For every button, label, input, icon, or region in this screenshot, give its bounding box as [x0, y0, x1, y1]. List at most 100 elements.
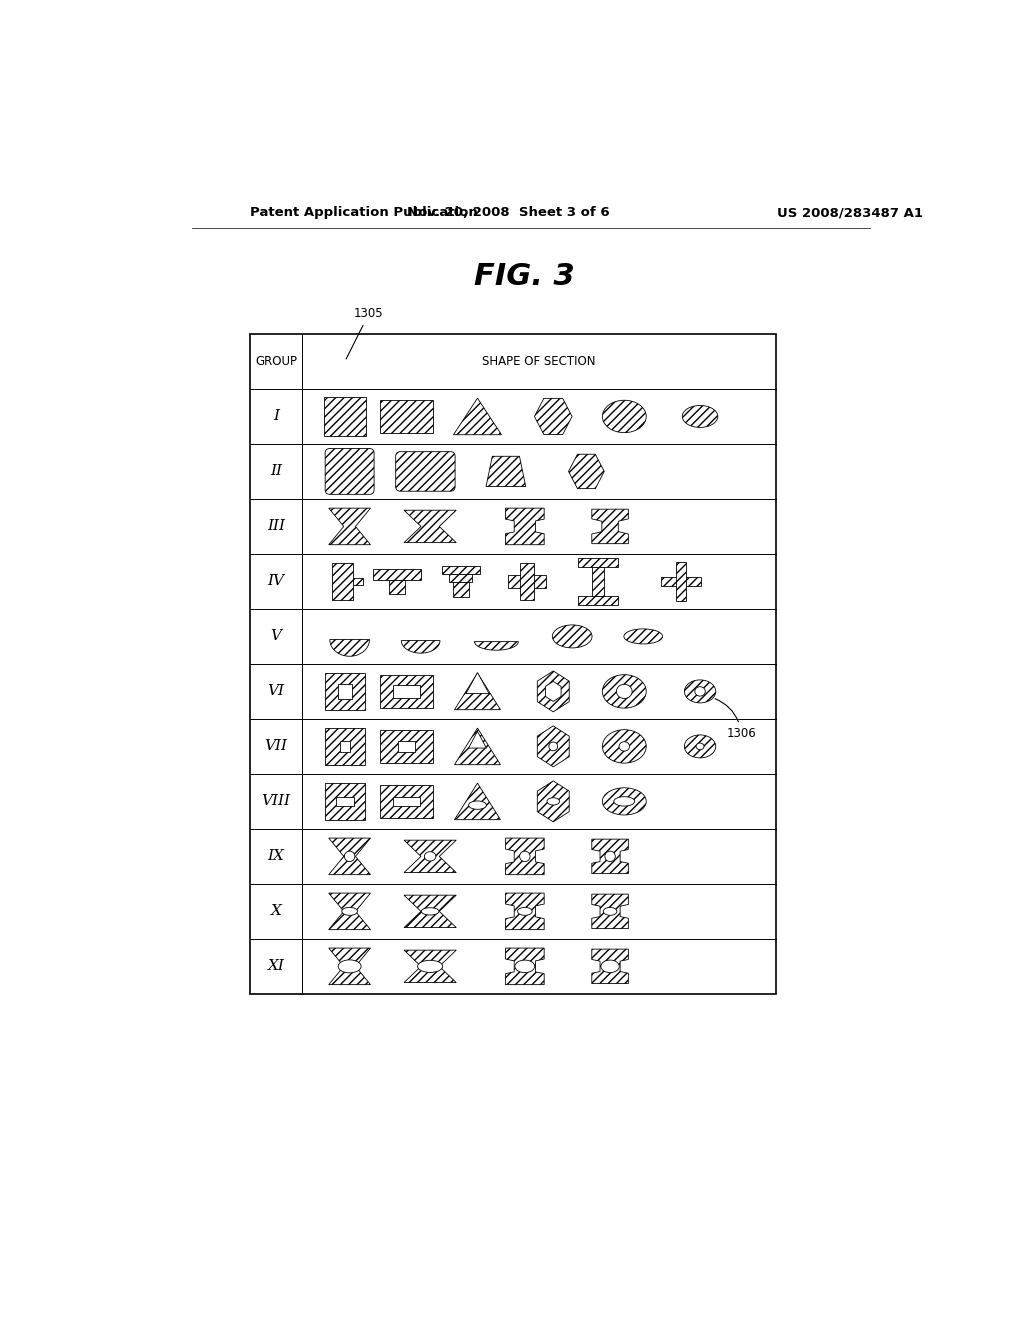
Text: X: X — [270, 904, 282, 919]
Polygon shape — [404, 511, 457, 543]
Ellipse shape — [547, 797, 559, 805]
Text: FIG. 3: FIG. 3 — [474, 263, 575, 292]
Polygon shape — [546, 681, 561, 701]
Ellipse shape — [421, 908, 439, 915]
Polygon shape — [677, 561, 686, 602]
Polygon shape — [329, 508, 371, 545]
Polygon shape — [389, 581, 404, 594]
Ellipse shape — [682, 405, 718, 428]
Text: I: I — [273, 409, 280, 424]
Text: VII: VII — [264, 739, 288, 754]
Polygon shape — [662, 577, 701, 586]
Polygon shape — [506, 508, 544, 545]
Bar — [380, 785, 432, 817]
Polygon shape — [455, 783, 501, 820]
Polygon shape — [329, 838, 371, 875]
Text: Patent Application Publication: Patent Application Publication — [250, 206, 477, 219]
Ellipse shape — [418, 960, 442, 973]
Ellipse shape — [549, 742, 558, 751]
Polygon shape — [506, 948, 544, 985]
Ellipse shape — [552, 624, 592, 648]
Polygon shape — [568, 454, 604, 488]
Ellipse shape — [338, 960, 361, 973]
Ellipse shape — [342, 907, 357, 915]
FancyBboxPatch shape — [395, 451, 455, 491]
Polygon shape — [593, 566, 604, 597]
Bar — [336, 797, 353, 805]
Ellipse shape — [602, 730, 646, 763]
Bar — [250, 334, 776, 994]
Polygon shape — [538, 671, 569, 711]
Ellipse shape — [601, 960, 620, 973]
Polygon shape — [455, 729, 501, 764]
Ellipse shape — [602, 788, 646, 814]
Polygon shape — [401, 640, 440, 653]
Text: 1306: 1306 — [715, 698, 756, 741]
Polygon shape — [404, 950, 457, 982]
Bar — [324, 397, 366, 436]
Polygon shape — [535, 399, 572, 434]
Text: Nov. 20, 2008  Sheet 3 of 6: Nov. 20, 2008 Sheet 3 of 6 — [407, 206, 609, 219]
Polygon shape — [453, 582, 469, 598]
Text: US 2008/283487 A1: US 2008/283487 A1 — [777, 206, 924, 219]
Polygon shape — [373, 569, 421, 581]
Polygon shape — [332, 562, 353, 601]
Polygon shape — [508, 574, 546, 589]
Text: III: III — [267, 520, 285, 533]
Text: 1305: 1305 — [346, 308, 384, 359]
Ellipse shape — [684, 680, 716, 702]
Polygon shape — [506, 838, 544, 875]
FancyBboxPatch shape — [326, 449, 374, 495]
Polygon shape — [450, 574, 472, 582]
Text: SHAPE OF SECTION: SHAPE OF SECTION — [482, 355, 596, 368]
Ellipse shape — [603, 907, 616, 915]
Text: V: V — [270, 630, 282, 643]
Polygon shape — [592, 510, 629, 544]
Polygon shape — [469, 731, 486, 748]
Bar — [325, 727, 365, 766]
Text: IV: IV — [267, 574, 285, 589]
Polygon shape — [442, 565, 479, 574]
Bar — [380, 400, 432, 433]
Polygon shape — [404, 895, 457, 928]
Polygon shape — [592, 949, 629, 983]
Polygon shape — [520, 562, 534, 601]
Bar — [338, 684, 352, 698]
Ellipse shape — [344, 851, 355, 862]
Polygon shape — [329, 948, 371, 985]
Bar — [325, 673, 365, 710]
Bar — [380, 730, 432, 763]
Ellipse shape — [616, 684, 632, 698]
Text: GROUP: GROUP — [255, 355, 297, 368]
Polygon shape — [329, 894, 371, 929]
Bar — [340, 741, 350, 751]
Ellipse shape — [684, 735, 716, 758]
Polygon shape — [592, 894, 629, 928]
Ellipse shape — [624, 628, 663, 644]
Polygon shape — [474, 642, 518, 651]
Bar — [380, 676, 432, 708]
Ellipse shape — [519, 851, 530, 862]
Ellipse shape — [602, 675, 646, 708]
Polygon shape — [353, 578, 364, 585]
Polygon shape — [466, 673, 489, 693]
Text: VI: VI — [267, 684, 285, 698]
Polygon shape — [538, 781, 569, 822]
Ellipse shape — [613, 797, 635, 807]
Polygon shape — [455, 673, 501, 710]
Ellipse shape — [696, 743, 705, 750]
Ellipse shape — [620, 742, 630, 751]
Polygon shape — [592, 840, 629, 874]
Ellipse shape — [602, 400, 646, 433]
Text: II: II — [270, 465, 282, 478]
Bar — [397, 741, 416, 751]
Bar — [393, 685, 420, 698]
Ellipse shape — [469, 801, 486, 809]
Text: VIII: VIII — [261, 795, 291, 808]
Ellipse shape — [517, 907, 532, 915]
Text: XI: XI — [267, 960, 285, 973]
Polygon shape — [538, 726, 569, 767]
Ellipse shape — [605, 851, 615, 862]
Ellipse shape — [695, 686, 706, 696]
Polygon shape — [454, 399, 502, 434]
